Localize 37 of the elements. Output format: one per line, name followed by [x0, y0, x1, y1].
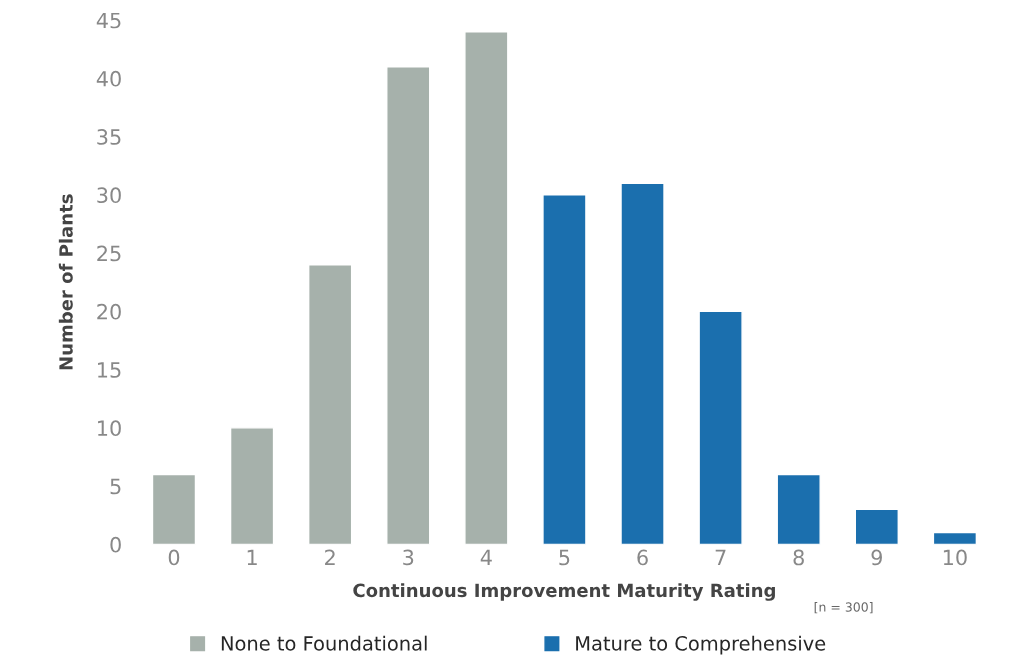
y-axis-title: Number of Plants	[58, 194, 73, 370]
bar	[386, 66, 431, 545]
x-tick-label: 4	[480, 549, 492, 566]
y-tick-label: 35	[97, 129, 121, 145]
y-tick-label: 15	[98, 362, 121, 378]
legend-label: None to Foundational	[221, 635, 427, 651]
y-tick-label: 10	[98, 420, 121, 437]
bar	[229, 427, 275, 545]
bar	[151, 473, 197, 545]
x-tick-label: 5	[559, 549, 570, 566]
x-tick-label: 10	[943, 549, 967, 566]
bar	[464, 31, 509, 545]
x-tick-label: 1	[247, 549, 257, 566]
x-tick-label: 2	[325, 549, 335, 566]
bar	[542, 194, 587, 545]
x-tick-label: 7	[715, 549, 726, 566]
x-tick-label: 0	[168, 549, 180, 566]
x-tick-label: 6	[637, 549, 648, 566]
y-tick-label: 25	[97, 245, 121, 262]
y-tick-label: 0	[110, 536, 121, 553]
bar	[307, 264, 353, 545]
bar	[776, 473, 821, 545]
x-tick-label: 3	[403, 549, 414, 566]
bar	[854, 508, 899, 545]
x-tick-label: 8	[793, 549, 804, 566]
x-axis-title: Continuous Improvement Maturity Rating	[353, 583, 775, 601]
y-tick-label: 30	[97, 187, 121, 204]
text: [n = 300]	[814, 602, 873, 614]
x-tick-label: 9	[871, 549, 882, 566]
y-tick-label: 5	[110, 478, 121, 495]
y-tick-label: 20	[97, 303, 121, 320]
legend-label: Mature to Comprehensive	[576, 635, 826, 655]
bar	[620, 182, 665, 545]
y-tick-label: 40	[96, 70, 121, 87]
bar	[698, 310, 743, 545]
y-tick-label: 45	[96, 12, 121, 29]
bar	[932, 531, 978, 545]
